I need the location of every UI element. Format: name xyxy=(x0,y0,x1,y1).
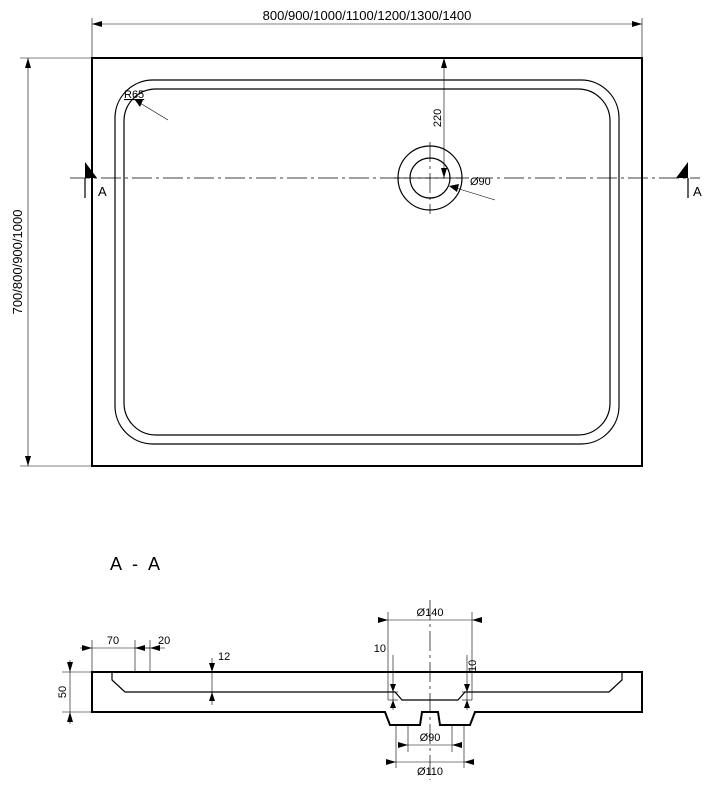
section-mark-left: A xyxy=(85,162,107,199)
svg-text:A: A xyxy=(98,184,107,199)
svg-text:R65: R65 xyxy=(124,89,144,101)
section-profile xyxy=(92,672,642,725)
section-view: A - A 50 70 xyxy=(57,554,642,780)
dim-12: 12 xyxy=(200,651,230,705)
svg-text:50: 50 xyxy=(57,686,69,698)
section-inner xyxy=(112,672,622,700)
svg-text:700/800/900/1000: 700/800/900/1000 xyxy=(10,210,25,315)
svg-text:800/900/1000/1100/1200/1300/14: 800/900/1000/1100/1200/1300/1400 xyxy=(263,8,472,23)
dim-10R: 10 xyxy=(462,655,479,710)
dim-width: 800/900/1000/1100/1200/1300/1400 xyxy=(92,8,642,58)
svg-text:10: 10 xyxy=(467,660,479,672)
section-mark-right: A xyxy=(676,162,702,199)
dim-20: 20 xyxy=(135,635,170,672)
section-title: A - A xyxy=(110,554,163,574)
dim-10L: 10 xyxy=(374,643,398,710)
corner-radius-label: R65 xyxy=(124,89,168,120)
dim-height: 700/800/900/1000 xyxy=(10,58,92,466)
svg-text:A: A xyxy=(693,184,702,199)
svg-text:Ø90: Ø90 xyxy=(470,176,491,188)
tray-outer xyxy=(92,58,642,466)
svg-text:10: 10 xyxy=(374,643,386,655)
plan-view: R65 A A 800/900/1000/1100/1200/1300/1400 xyxy=(10,8,702,466)
svg-text:20: 20 xyxy=(158,635,170,647)
svg-text:70: 70 xyxy=(107,635,119,647)
svg-text:220: 220 xyxy=(432,109,444,127)
basin-outer xyxy=(115,80,619,444)
basin-inner xyxy=(124,89,610,435)
svg-text:12: 12 xyxy=(218,651,230,663)
dim-70: 70 xyxy=(80,635,150,672)
dim-height-50: 50 xyxy=(57,660,92,724)
